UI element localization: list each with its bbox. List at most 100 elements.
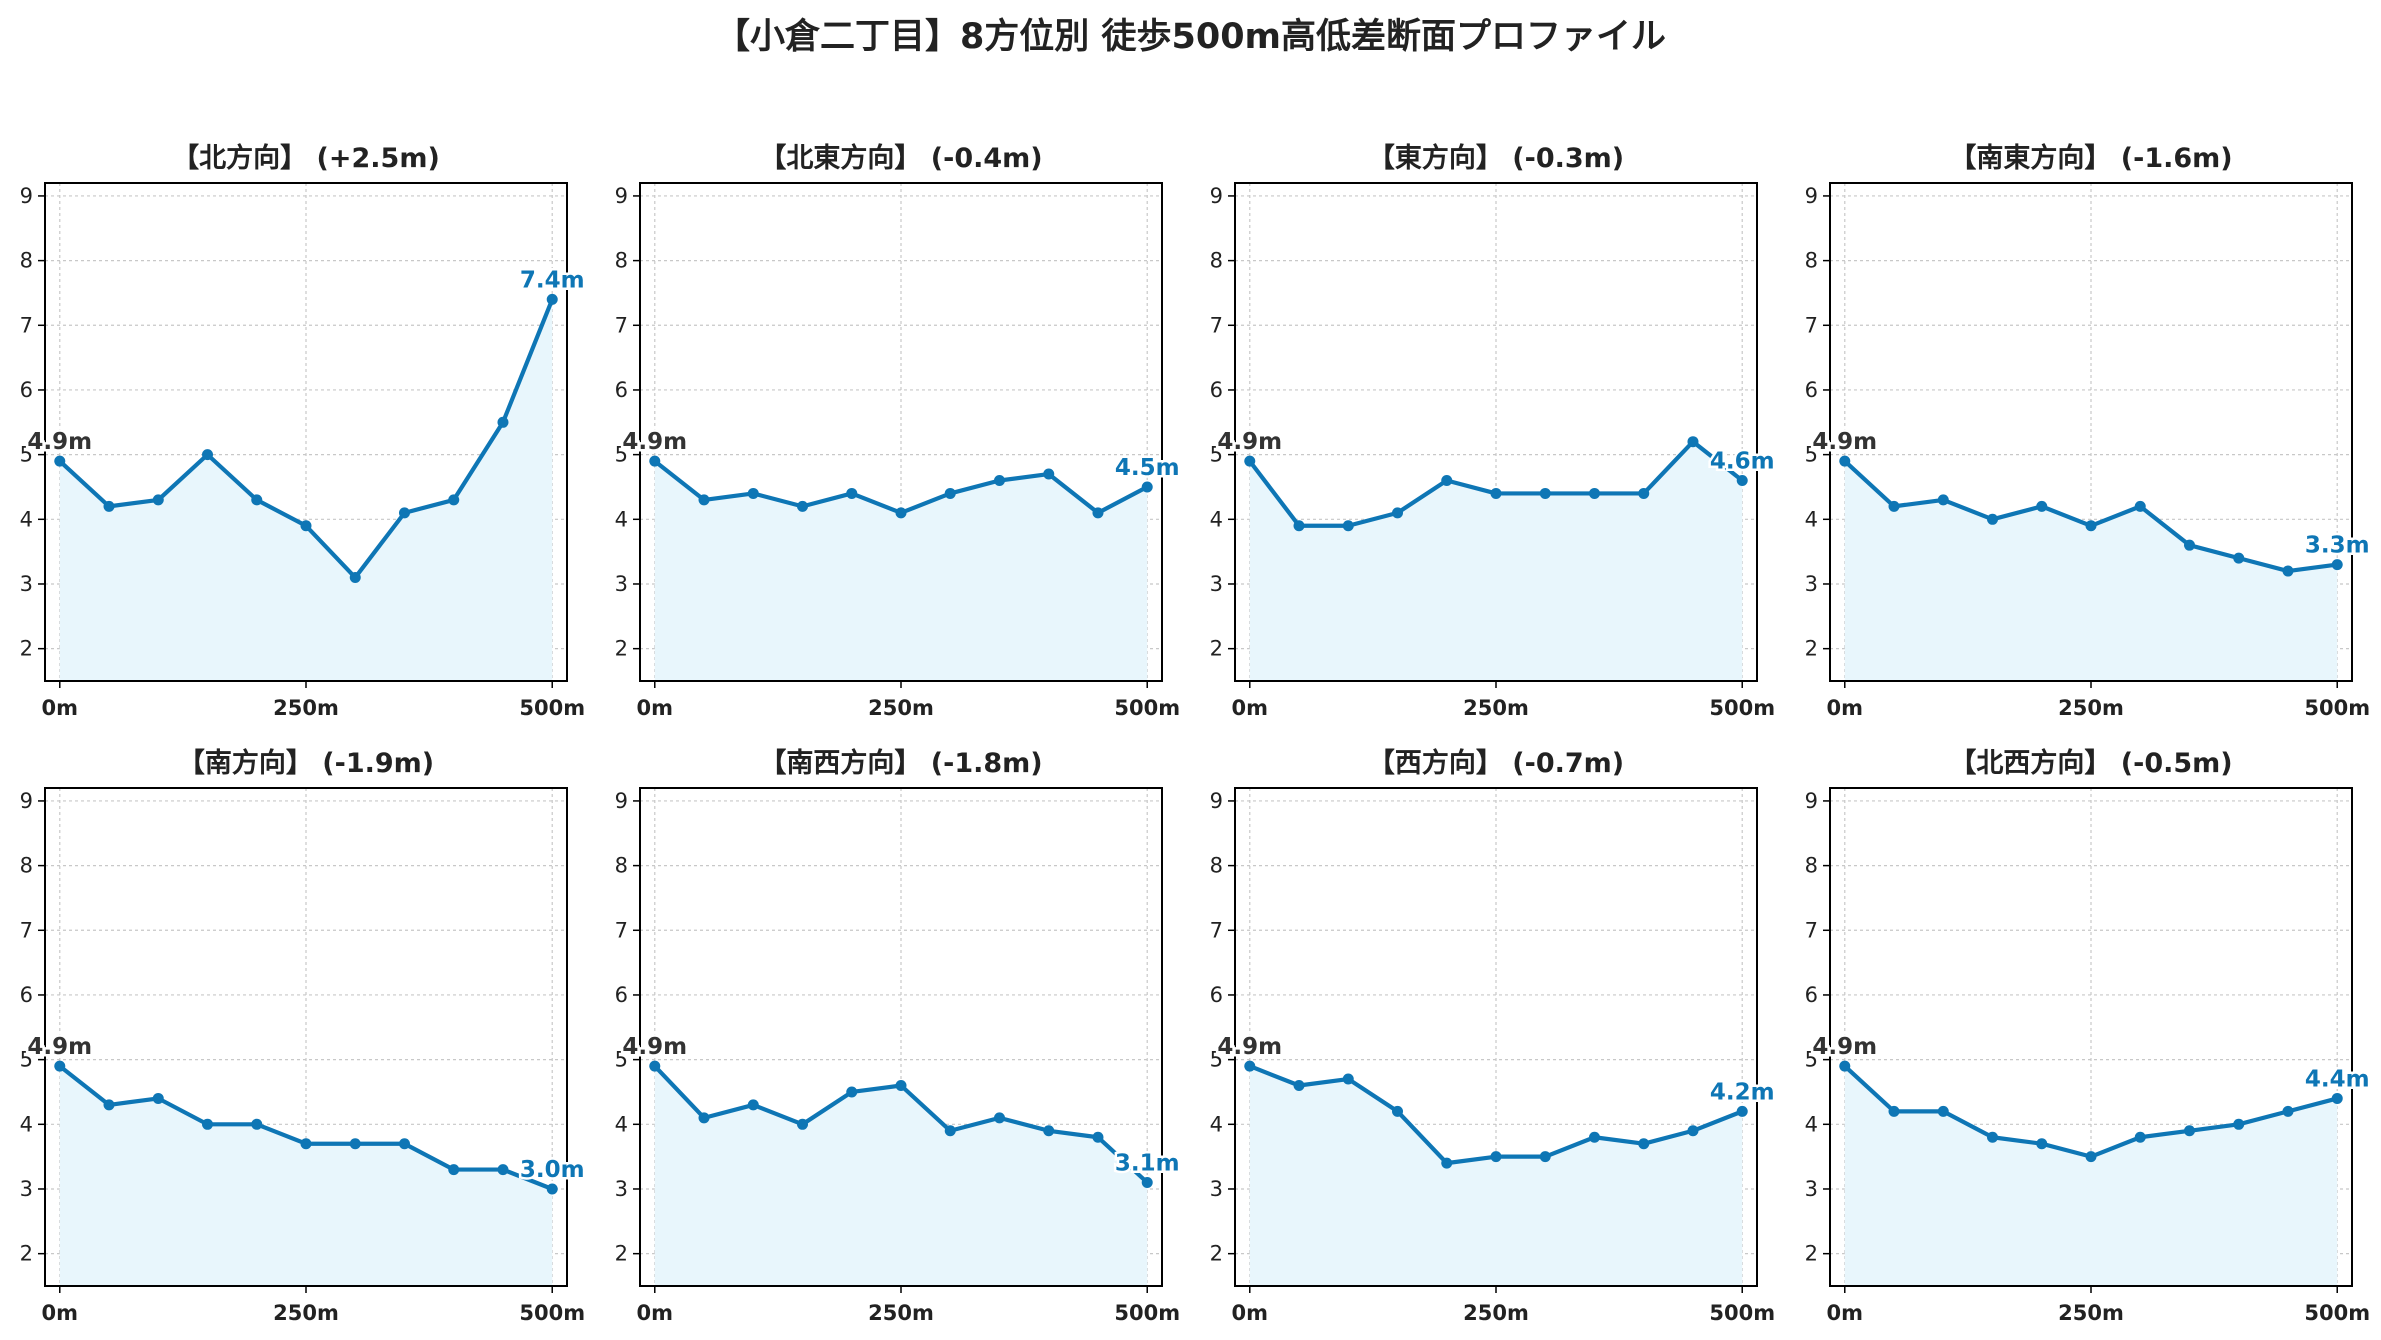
- y-tick-label: 7: [1210, 313, 1223, 337]
- panel-2: 【北東方向】 (-0.4m) 2 3 4 5 6 7 8 9 0m 250m 500m 4.9m 4.5m: [615, 142, 1182, 720]
- data-point: [349, 572, 361, 584]
- y-tick-label: 8: [1805, 249, 1818, 273]
- panel-title: 【南西方向】 (-1.8m): [759, 747, 1042, 779]
- y-tick-label: 6: [1805, 983, 1818, 1007]
- data-point: [1342, 520, 1354, 532]
- x-tick-label: 0m: [42, 1301, 79, 1325]
- data-point: [944, 1125, 956, 1137]
- data-point: [1043, 1125, 1055, 1137]
- data-point: [1092, 507, 1104, 519]
- y-tick-label: 5: [20, 1048, 33, 1072]
- data-point: [1141, 1177, 1153, 1189]
- y-tick-label: 7: [615, 918, 628, 942]
- data-point: [1987, 1131, 1999, 1143]
- data-point: [546, 293, 558, 305]
- start-value-label: 4.9m: [27, 1034, 92, 1060]
- y-tick-label: 5: [1210, 443, 1223, 467]
- data-point: [797, 500, 809, 512]
- area-fill: [59, 1066, 553, 1286]
- data-point: [1293, 520, 1305, 532]
- y-tick-label: 8: [1210, 854, 1223, 878]
- y-tick-label: 3: [615, 572, 628, 596]
- area-fill: [654, 461, 1148, 681]
- y-tick-label: 2: [1805, 637, 1818, 661]
- page-title: 【小倉二丁目】8方位別 徒歩500m高低差断面プロファイル: [714, 17, 1667, 57]
- x-tick-label: 250m: [1463, 1301, 1529, 1325]
- data-point: [497, 416, 509, 428]
- data-point: [300, 520, 312, 532]
- end-value-label: 3.1m: [1115, 1151, 1180, 1177]
- data-point: [103, 500, 115, 512]
- y-tick-label: 5: [615, 443, 628, 467]
- y-tick-label: 8: [20, 854, 33, 878]
- panel-4: 【南東方向】 (-1.6m) 2 3 4 5 6 7 8 9 0m 250m 500m 4.9m 3.3m: [1805, 142, 2372, 720]
- data-point: [1342, 1073, 1354, 1085]
- panel-1: 【北方向】 (+2.5m) 2 3 4 5 6 7 8 9 0m 250m 500m 4.9m 7.4m: [20, 142, 587, 720]
- x-tick-label: 250m: [2058, 696, 2124, 720]
- data-point: [2233, 552, 2245, 564]
- y-tick-label: 2: [1805, 1242, 1818, 1266]
- end-value-label: 4.4m: [2305, 1066, 2370, 1092]
- data-point: [1244, 1060, 1256, 1072]
- x-tick-label: 500m: [2304, 696, 2370, 720]
- y-tick-label: 4: [615, 1112, 628, 1136]
- data-point: [2282, 565, 2294, 577]
- data-point: [2331, 559, 2343, 571]
- panel-title: 【南東方向】 (-1.6m): [1949, 142, 2232, 174]
- x-tick-label: 250m: [868, 1301, 934, 1325]
- data-point: [1687, 1125, 1699, 1137]
- y-tick-label: 8: [615, 854, 628, 878]
- y-tick-label: 5: [1805, 443, 1818, 467]
- x-tick-label: 500m: [2304, 1301, 2370, 1325]
- y-tick-label: 4: [1805, 507, 1818, 531]
- data-point: [993, 1112, 1005, 1124]
- data-point: [152, 1092, 164, 1104]
- data-point: [54, 455, 66, 467]
- panel-title: 【北東方向】 (-0.4m): [759, 142, 1042, 174]
- panel-5: 【南方向】 (-1.9m) 2 3 4 5 6 7 8 9 0m 250m 500m 4.9m 3.0m: [20, 747, 587, 1325]
- data-point: [2036, 500, 2048, 512]
- y-tick-label: 4: [1210, 1112, 1223, 1136]
- y-tick-label: 6: [20, 378, 33, 402]
- data-point: [2183, 539, 2195, 551]
- data-point: [1539, 487, 1551, 499]
- data-point: [1588, 1131, 1600, 1143]
- y-tick-label: 9: [1805, 789, 1818, 813]
- y-tick-label: 6: [20, 983, 33, 1007]
- data-point: [2134, 1131, 2146, 1143]
- data-point: [202, 449, 214, 461]
- data-point: [546, 1183, 558, 1195]
- area-fill: [59, 299, 553, 681]
- data-point: [202, 1118, 214, 1130]
- data-point: [1293, 1080, 1305, 1092]
- y-tick-label: 4: [20, 507, 33, 531]
- y-tick-label: 2: [1210, 1242, 1223, 1266]
- y-tick-label: 4: [1805, 1112, 1818, 1136]
- y-tick-label: 7: [1210, 918, 1223, 942]
- x-tick-label: 250m: [1463, 696, 1529, 720]
- data-point: [2085, 1151, 2097, 1163]
- y-tick-label: 3: [1210, 1177, 1223, 1201]
- data-point: [497, 1164, 509, 1176]
- x-tick-label: 0m: [637, 696, 674, 720]
- y-tick-label: 8: [1210, 249, 1223, 273]
- data-point: [1441, 1157, 1453, 1169]
- data-point: [1392, 1105, 1404, 1117]
- y-tick-label: 9: [20, 184, 33, 208]
- data-point: [2134, 500, 2146, 512]
- y-tick-label: 7: [1805, 918, 1818, 942]
- data-point: [54, 1060, 66, 1072]
- data-point: [1888, 500, 1900, 512]
- data-point: [1987, 513, 1999, 525]
- data-point: [895, 507, 907, 519]
- data-point: [1736, 1105, 1748, 1117]
- panel-title: 【西方向】 (-0.7m): [1368, 747, 1624, 779]
- data-point: [448, 494, 460, 506]
- data-point: [649, 1060, 661, 1072]
- y-tick-label: 9: [615, 184, 628, 208]
- y-tick-label: 5: [615, 1048, 628, 1072]
- y-tick-label: 9: [615, 789, 628, 813]
- y-tick-label: 6: [1210, 983, 1223, 1007]
- data-point: [698, 494, 710, 506]
